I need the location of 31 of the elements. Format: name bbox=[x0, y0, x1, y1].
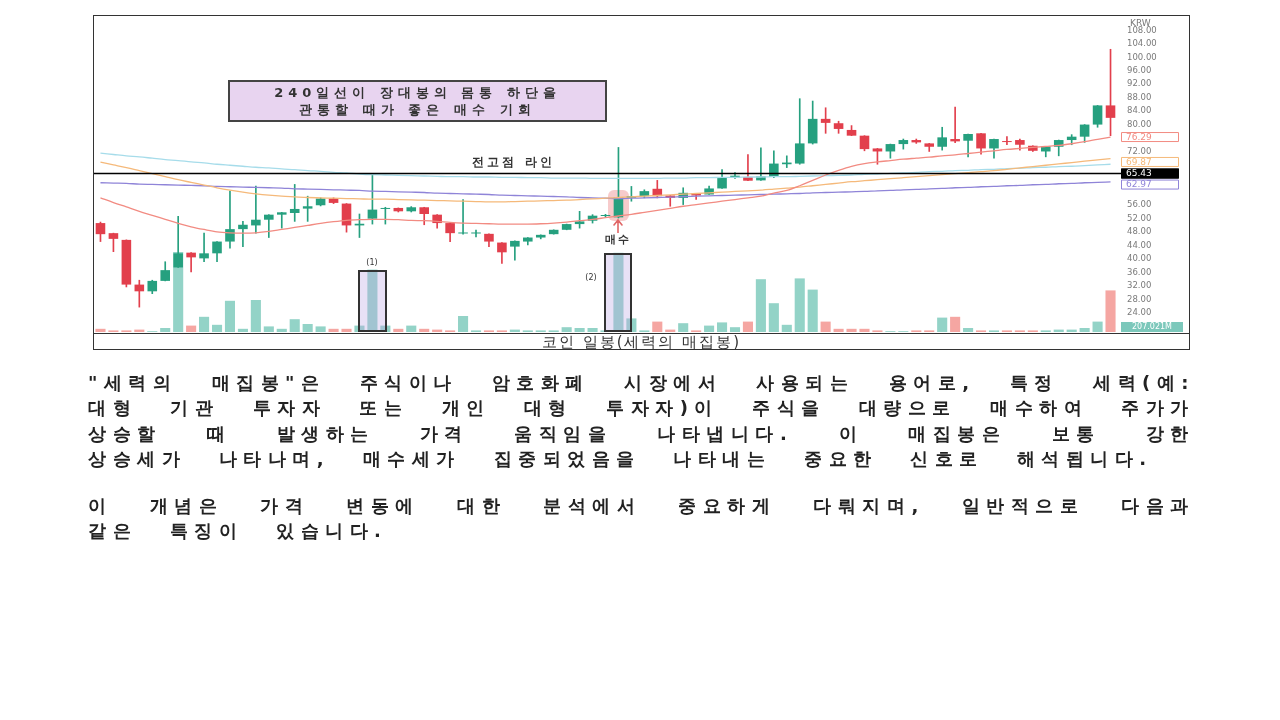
y-tick-label: 92.00 bbox=[1127, 78, 1152, 89]
y-tick-label: 56.00 bbox=[1127, 199, 1152, 210]
annotation: 240일선이 장대봉의 몸통 하단을 관통할 때가 좋은 매수 기회 bbox=[273, 84, 562, 118]
y-tick-label: 100.00 bbox=[1127, 51, 1157, 62]
annotation: (1) bbox=[365, 258, 379, 267]
text: "세력의 매집봉"은 주식이나 암호화폐 시장에서 사용되는 용어로, 특정 세력(예: 대형 기관 투자자 또는 개인 대형 투자자)이 주식을 대량으로 매수하여 주가가 상승할 때 발생하는 가격 움직임을 나타냅니다. 이 매집봉은 보통 강한 상승세가 나타나며, 매수세가 집중되었음을 나타내는 중요한 신호로 해석됩니다. bbox=[88, 372, 1195, 469]
y-tick-label: 44.00 bbox=[1127, 239, 1152, 250]
text: 207.021M bbox=[1121, 322, 1183, 332]
callout-box: 240일선이 장대봉의 몸통 하단을 관통할 때가 좋은 매수 기회 bbox=[228, 80, 607, 122]
data-label: 69.87 bbox=[1126, 156, 1152, 167]
y-tick-label: 84.00 bbox=[1127, 105, 1152, 116]
y-tick-label: 40.00 bbox=[1127, 253, 1152, 264]
y-tick-label: 80.00 bbox=[1127, 118, 1152, 129]
y-tick-label: 72.00 bbox=[1127, 145, 1152, 156]
y-tick-label: 48.00 bbox=[1127, 226, 1152, 237]
annotation: 코인 일봉(세력의 매집봉) bbox=[541, 333, 742, 351]
text: 65.43 bbox=[1126, 168, 1152, 179]
y-tick-label: 24.00 bbox=[1127, 307, 1152, 318]
y-tick-label: 104.00 bbox=[1127, 38, 1157, 49]
y-tick-label: 52.00 bbox=[1127, 212, 1152, 223]
annotation: 매수 bbox=[604, 233, 632, 246]
ref-line-label: 전고점 라인 bbox=[472, 154, 555, 169]
data-label: 76.29 bbox=[1126, 131, 1153, 142]
annotation: (2) bbox=[584, 273, 598, 282]
data-label: 62.97 bbox=[1126, 179, 1152, 190]
y-tick-label: 32.00 bbox=[1127, 280, 1152, 291]
y-tick-label: 36.00 bbox=[1127, 266, 1152, 277]
y-tick-label: 96.00 bbox=[1127, 64, 1152, 75]
text: 이 개념은 가격 변동에 대한 분석에서 중요하게 다뤄지며, 일반적으로 다음과 같은 특징이 있습니다. bbox=[88, 495, 1195, 542]
y-tick-label: 88.00 bbox=[1127, 91, 1152, 102]
y-tick-label: 28.00 bbox=[1127, 293, 1152, 304]
